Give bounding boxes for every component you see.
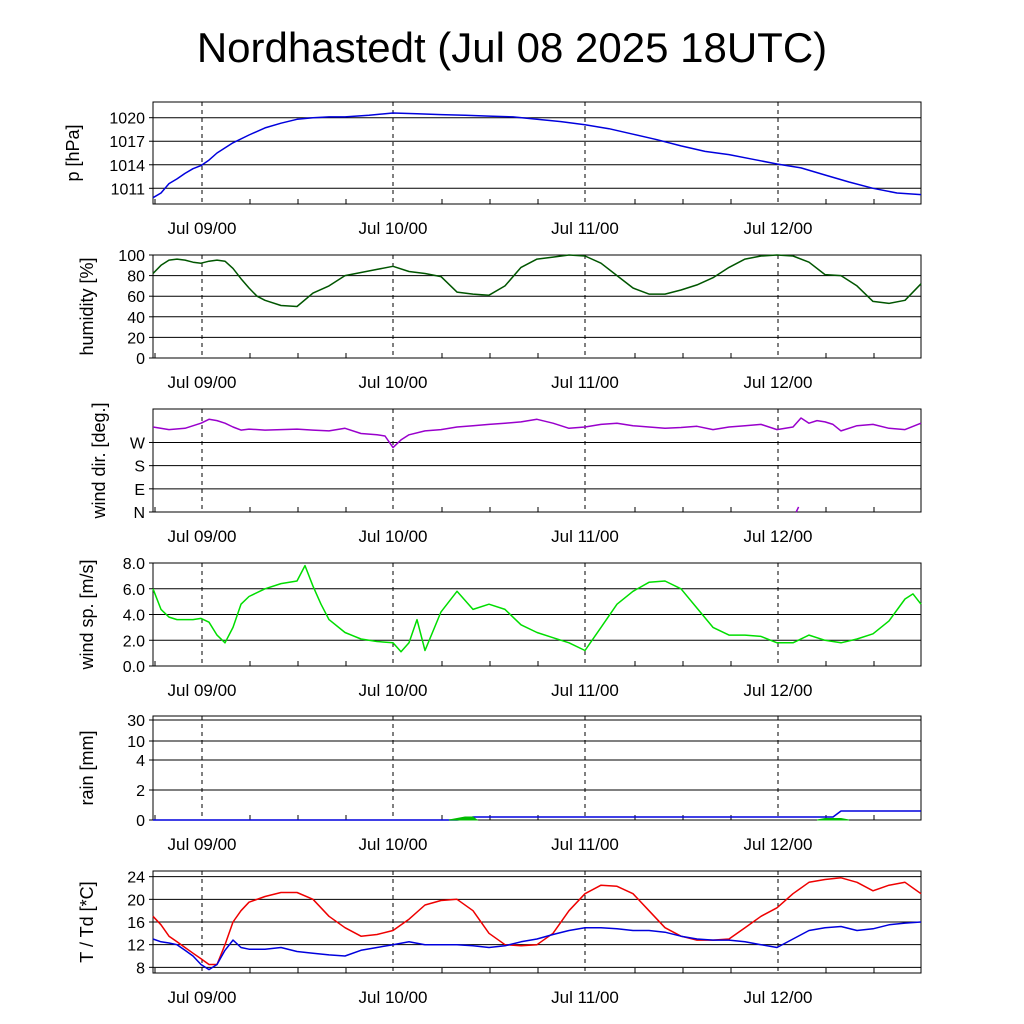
x-tick-label: Jul 12/00 [744,681,813,700]
y-tick-label: 8 [136,960,145,977]
series-line [152,254,922,308]
y-tick-label: 10 [127,734,145,751]
x-tick-label: Jul 11/00 [551,373,619,392]
y-tick-label: 0 [136,351,145,368]
y-tick-label: 60 [127,289,145,306]
chart-title: Nordhastedt (Jul 08 2025 18UTC) [196,24,828,71]
y-tick-label: 100 [118,248,145,265]
y-tick-label: 0.0 [123,659,145,676]
x-tick-label: Jul 10/00 [359,527,428,546]
x-tick-label: Jul 10/00 [359,373,428,392]
y-tick-label: 1014 [109,158,145,175]
x-tick-label: Jul 11/00 [551,527,619,546]
series-line [152,877,922,966]
x-tick-label: Jul 09/00 [168,681,237,700]
series-line [152,417,922,449]
y-tick-label: 24 [127,870,145,887]
x-tick-label: Jul 12/00 [744,373,813,392]
series-line [152,564,922,653]
x-tick-label: Jul 11/00 [551,988,619,1007]
y-tick-label: 1011 [111,181,146,198]
x-tick-label: Jul 11/00 [551,681,619,700]
y-tick-label: 30 [127,713,145,730]
x-tick-label: Jul 10/00 [359,681,428,700]
series-line [153,810,921,821]
y-tick-label: 80 [127,269,145,286]
x-tick-label: Jul 09/00 [168,835,237,854]
y-axis-label: T / Td [*C] [77,881,97,962]
y-tick-label: 1020 [109,111,145,128]
y-axis-label: p [hPa] [63,124,83,181]
y-tick-label: 0 [136,813,145,830]
y-tick-label: S [134,459,145,476]
y-tick-label: 40 [127,310,145,327]
x-tick-label: Jul 11/00 [551,835,619,854]
y-tick-label: 2.0 [123,633,145,650]
x-tick-label: Jul 09/00 [168,527,237,546]
y-tick-label: E [134,482,145,499]
y-tick-label: 4 [136,753,145,770]
series-line [152,921,922,971]
x-tick-label: Jul 10/00 [359,219,428,238]
y-tick-label: 20 [127,330,145,347]
panel-frame [152,408,922,513]
y-tick-label: 12 [127,938,145,955]
x-tick-label: Jul 12/00 [744,835,813,854]
y-tick-label: W [130,435,146,452]
y-tick-label: 20 [127,892,145,909]
x-tick-label: Jul 10/00 [359,988,428,1007]
y-tick-label: 6.0 [123,582,145,599]
panel-frame [152,101,922,205]
y-axis-label: rain [mm] [77,730,97,805]
series-area [816,818,850,821]
y-axis-label: wind dir. [deg.] [89,402,109,519]
series-area [448,816,479,821]
x-tick-label: Jul 09/00 [168,988,237,1007]
y-tick-label: 2 [136,783,145,800]
x-tick-label: Jul 12/00 [744,988,813,1007]
y-tick-label: 4.0 [123,608,145,625]
y-tick-label: N [133,505,145,522]
y-axis-label: humidity [%] [77,257,97,355]
x-tick-label: Jul 09/00 [168,373,237,392]
y-tick-label: 16 [127,915,145,932]
y-axis-label: wind sp. [m/s] [77,559,97,670]
series-line [795,506,800,513]
panel-frame [152,715,922,821]
panel-frame [152,254,922,359]
x-tick-label: Jul 12/00 [744,219,813,238]
y-tick-label: 8.0 [123,556,145,573]
x-tick-label: Jul 11/00 [551,219,619,238]
y-tick-label: 1017 [109,134,145,151]
x-tick-label: Jul 10/00 [359,835,428,854]
series-line [152,112,922,199]
x-tick-label: Jul 09/00 [168,219,237,238]
x-tick-label: Jul 12/00 [744,527,813,546]
